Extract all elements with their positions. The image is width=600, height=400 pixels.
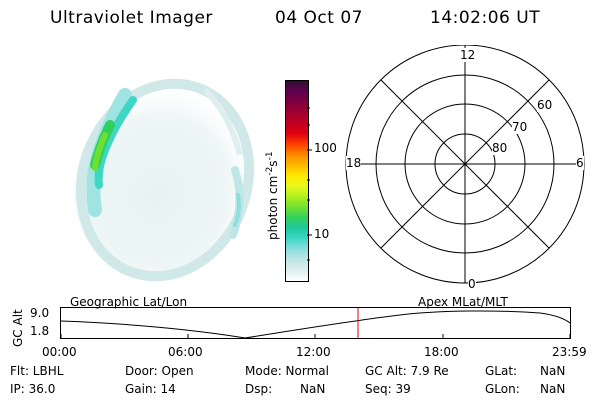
timeline-left-title: Geographic Lat/Lon: [70, 295, 188, 309]
instrument-title: Ultraviolet Imager: [50, 8, 213, 28]
timeline-y-tick-9: 9.0: [30, 306, 50, 320]
colorbar: [285, 80, 309, 282]
x-tick-0600: 06:00: [168, 345, 203, 359]
lat-label-60: 60: [537, 98, 553, 112]
status-glat-value: NaN: [540, 364, 566, 378]
colorbar-ticks: [307, 107, 312, 261]
status-glon-label: GLon:: [485, 382, 520, 396]
date-label: 04 Oct 07: [275, 8, 363, 28]
x-tick-0000: 00:00: [42, 345, 77, 359]
auroral-image: [73, 78, 255, 282]
status-dsp-label: Dsp:: [245, 382, 273, 396]
status-gc-alt: GC Alt: 7.9 Re: [365, 364, 449, 378]
timeline-right-title: Apex MLat/MLT: [418, 295, 508, 309]
status-seq: Seq: 39: [365, 382, 411, 396]
polar-grid: [345, 45, 585, 284]
lat-label-80: 80: [492, 141, 508, 155]
x-tick-1200: 12:00: [296, 345, 331, 359]
mlt-label-18: 18: [346, 156, 362, 170]
colorbar-unit-label: photon cm-2s-1: [265, 151, 280, 240]
timeline-y-label: GC Alt: [11, 309, 25, 347]
timeline-y-tick-1: 1.8: [30, 324, 50, 338]
altitude-timeline: [60, 307, 571, 339]
status-glon-value: NaN: [540, 382, 566, 396]
status-door: Door: Open: [125, 364, 194, 378]
mlt-label-6: 6: [576, 156, 584, 170]
status-flt: Flt: LBHL: [10, 364, 64, 378]
mlt-label-12: 12: [459, 48, 477, 62]
x-tick-1800: 18:00: [424, 345, 459, 359]
x-tick-2359: 23:59: [552, 345, 587, 359]
mlt-label-0: 0: [468, 277, 476, 291]
colorbar-tick-10: 10: [314, 227, 330, 241]
status-dsp-value: NaN: [300, 382, 326, 396]
lat-label-70: 70: [512, 120, 528, 134]
time-label: 14:02:06 UT: [430, 8, 541, 28]
colorbar-tick-100: 100: [314, 141, 337, 155]
status-ip: IP: 36.0: [10, 382, 56, 396]
status-gain: Gain: 14: [125, 382, 176, 396]
status-mode: Mode: Normal: [245, 364, 329, 378]
status-glat-label: GLat:: [485, 364, 518, 378]
